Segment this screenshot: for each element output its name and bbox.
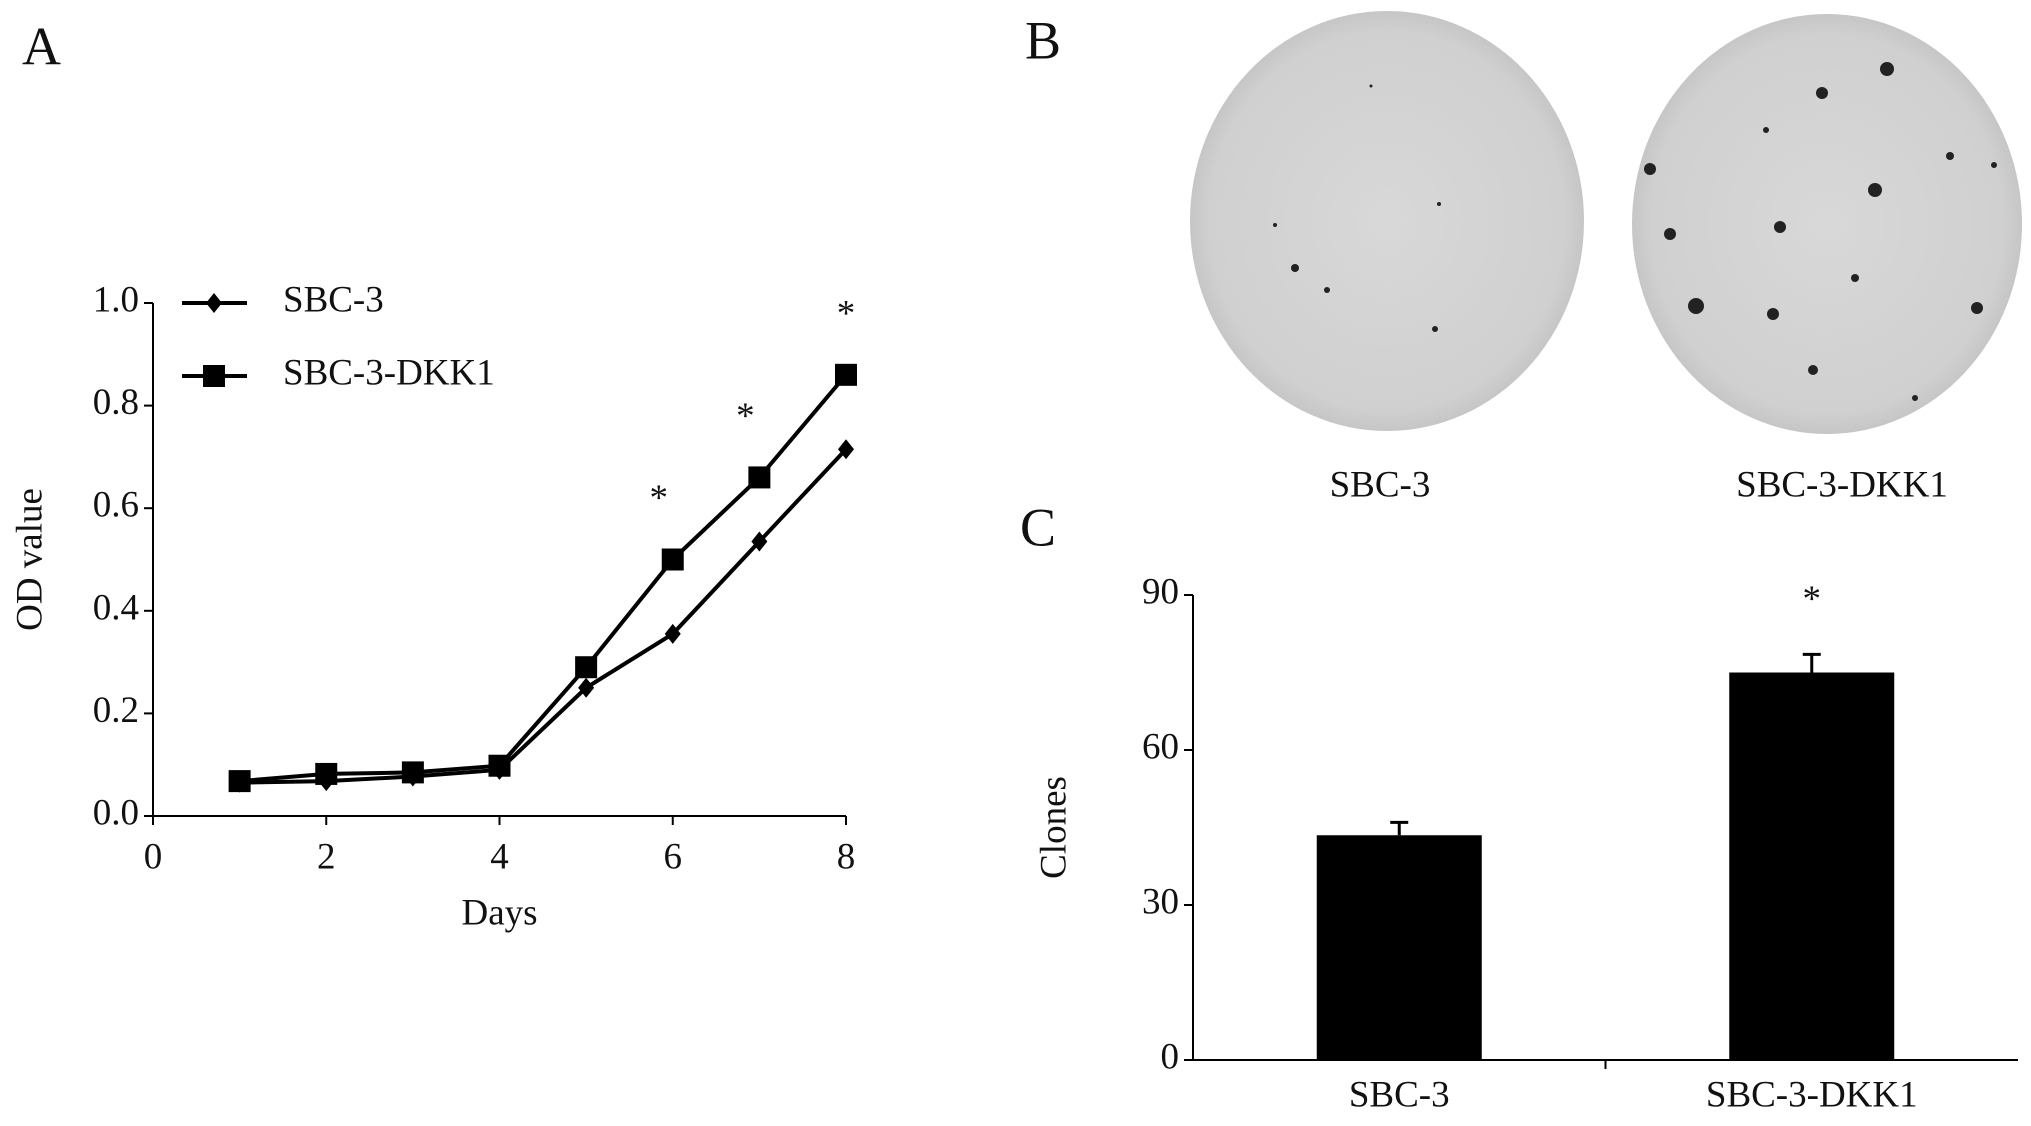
- annotation: *: [736, 396, 755, 437]
- error-bar: [1390, 820, 1409, 836]
- marker: [748, 466, 771, 489]
- x-tick-label: 4: [490, 836, 509, 877]
- panel-label: C: [1020, 497, 1056, 557]
- x-axis-label: Days: [461, 892, 537, 933]
- x-tick-label: 2: [317, 836, 336, 877]
- marker: [401, 761, 424, 784]
- marker: [575, 656, 598, 679]
- panel-label: B: [1025, 10, 1061, 70]
- panel-label: A: [22, 16, 61, 76]
- annotation: *: [837, 293, 856, 334]
- dish: [1632, 14, 2022, 434]
- marker: [835, 363, 857, 386]
- y-axis-label: OD value: [9, 488, 50, 631]
- marker: [315, 762, 338, 785]
- y-tick-label: 0: [1161, 1036, 1180, 1077]
- x-tick-label: 0: [144, 836, 163, 877]
- legend-label: SBC-3: [283, 279, 384, 320]
- dish-caption: SBC-3: [1330, 464, 1431, 505]
- dish: [1190, 11, 1584, 431]
- legend-marker: [206, 293, 222, 313]
- series-line: [239, 373, 848, 784]
- dish-caption: SBC-3-DKK1: [1736, 464, 1948, 505]
- y-tick-label: 0.4: [93, 587, 139, 628]
- legend-marker: [203, 365, 225, 387]
- y-tick-label: 30: [1142, 881, 1179, 922]
- marker: [488, 754, 511, 777]
- annotation: *: [1803, 579, 1822, 620]
- y-tick-label: 90: [1142, 571, 1179, 612]
- marker: [838, 439, 854, 460]
- y-tick-label: 0.0: [93, 792, 139, 833]
- colonies: [1273, 62, 1997, 401]
- annotation: *: [650, 478, 669, 519]
- x-tick-label: 6: [664, 836, 683, 877]
- y-axis-label: Clones: [1033, 776, 1074, 879]
- y-tick-label: 0.8: [93, 382, 139, 423]
- x-tick-label: 8: [837, 836, 856, 877]
- marker: [661, 548, 684, 571]
- y-tick-label: 1.0: [93, 279, 139, 320]
- error-bar: [1802, 652, 1821, 673]
- x-tick-label: SBC-3-DKK1: [1706, 1074, 1918, 1115]
- marker: [664, 623, 681, 644]
- marker: [578, 677, 595, 698]
- y-tick-label: 0.2: [93, 690, 139, 731]
- legend-label: SBC-3-DKK1: [283, 352, 495, 393]
- x-tick-label: SBC-3: [1349, 1074, 1450, 1115]
- y-tick-label: 60: [1142, 726, 1179, 767]
- bar: [1316, 835, 1482, 1060]
- bar: [1729, 672, 1895, 1060]
- dish-images: [1190, 11, 2022, 434]
- marker: [751, 531, 768, 552]
- series-line: [239, 447, 848, 785]
- marker: [228, 770, 251, 793]
- y-tick-label: 0.6: [93, 485, 139, 526]
